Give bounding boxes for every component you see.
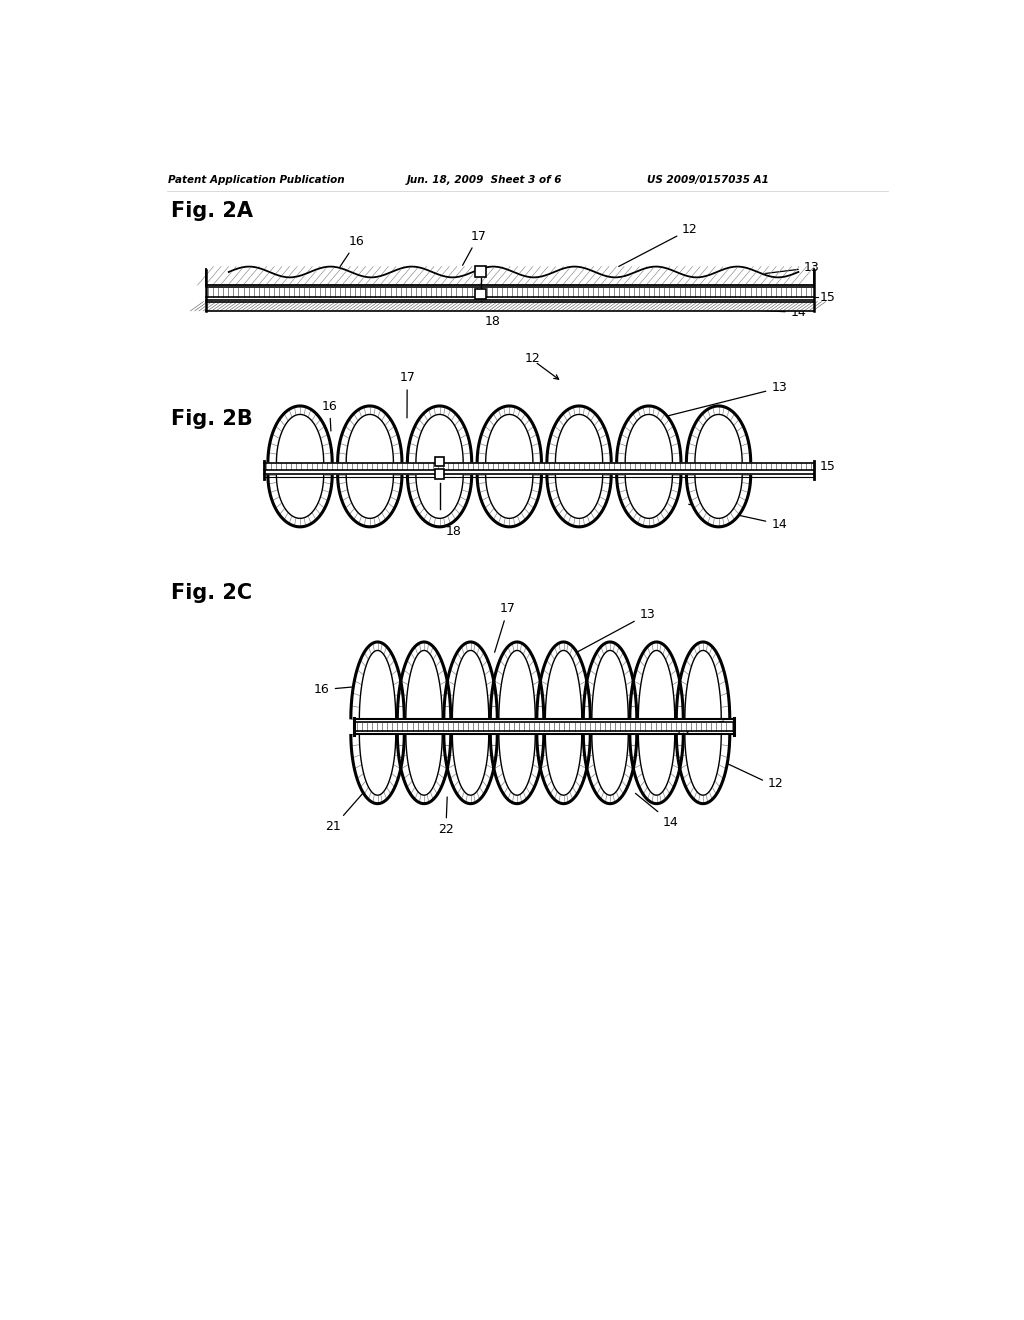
Polygon shape: [276, 475, 324, 519]
Polygon shape: [638, 651, 675, 719]
Polygon shape: [626, 414, 673, 462]
Text: 21: 21: [326, 793, 362, 833]
Polygon shape: [346, 475, 393, 519]
Polygon shape: [490, 642, 544, 719]
Polygon shape: [359, 734, 395, 795]
Polygon shape: [592, 651, 629, 719]
Text: 16: 16: [339, 235, 365, 268]
Polygon shape: [695, 414, 742, 462]
Polygon shape: [676, 734, 730, 804]
Polygon shape: [686, 407, 751, 462]
Polygon shape: [453, 734, 488, 795]
Polygon shape: [443, 642, 498, 719]
Bar: [206, 302, 814, 312]
Bar: [435, 457, 444, 466]
Polygon shape: [584, 734, 637, 804]
Text: Fig. 2B: Fig. 2B: [171, 409, 252, 429]
Text: 14: 14: [689, 504, 787, 531]
Polygon shape: [416, 414, 463, 462]
Text: Jun. 18, 2009  Sheet 3 of 6: Jun. 18, 2009 Sheet 3 of 6: [407, 176, 562, 185]
Polygon shape: [406, 734, 442, 795]
Polygon shape: [546, 651, 582, 719]
Polygon shape: [592, 734, 629, 795]
Polygon shape: [685, 734, 721, 795]
Polygon shape: [416, 475, 463, 519]
Polygon shape: [547, 407, 611, 462]
Polygon shape: [268, 407, 332, 462]
Polygon shape: [485, 414, 532, 462]
Polygon shape: [499, 651, 536, 719]
Polygon shape: [408, 475, 472, 527]
Polygon shape: [616, 407, 681, 462]
Polygon shape: [630, 642, 683, 719]
Polygon shape: [547, 475, 611, 527]
Polygon shape: [626, 475, 673, 519]
Text: Fig. 2A: Fig. 2A: [171, 201, 253, 220]
Polygon shape: [685, 651, 721, 719]
Text: 22: 22: [438, 797, 454, 837]
Polygon shape: [477, 475, 542, 527]
Text: 17: 17: [399, 371, 415, 418]
Bar: [354, 722, 734, 731]
Text: 17: 17: [495, 602, 516, 652]
Polygon shape: [351, 734, 404, 804]
Polygon shape: [477, 407, 542, 462]
Text: 13: 13: [566, 607, 655, 659]
Text: 18: 18: [482, 302, 501, 329]
Polygon shape: [346, 414, 393, 462]
Text: 14: 14: [636, 793, 679, 829]
Polygon shape: [555, 414, 603, 462]
Text: 14: 14: [712, 306, 806, 319]
Polygon shape: [638, 734, 675, 795]
Polygon shape: [499, 734, 536, 795]
Polygon shape: [408, 407, 472, 462]
Polygon shape: [443, 734, 498, 804]
Polygon shape: [268, 475, 332, 527]
Text: US 2009/0157035 A1: US 2009/0157035 A1: [647, 176, 769, 185]
Text: 15: 15: [819, 290, 836, 304]
Polygon shape: [584, 642, 637, 719]
Bar: [435, 470, 444, 479]
Polygon shape: [537, 734, 590, 804]
Text: Fig. 2C: Fig. 2C: [171, 583, 252, 603]
Polygon shape: [406, 651, 442, 719]
Bar: [475, 267, 486, 277]
Polygon shape: [359, 651, 395, 719]
Text: Patent Application Publication: Patent Application Publication: [168, 176, 345, 185]
Polygon shape: [695, 475, 742, 519]
Polygon shape: [351, 642, 404, 719]
Polygon shape: [686, 475, 751, 527]
Bar: [206, 288, 814, 297]
Text: 15: 15: [819, 459, 836, 473]
Polygon shape: [555, 475, 603, 519]
Polygon shape: [537, 642, 590, 719]
Polygon shape: [397, 734, 451, 804]
Text: 16: 16: [322, 400, 338, 432]
Text: 15: 15: [675, 721, 724, 737]
Text: 13: 13: [759, 261, 819, 275]
Text: 12: 12: [524, 352, 541, 366]
Polygon shape: [490, 734, 544, 804]
Polygon shape: [546, 734, 582, 795]
Polygon shape: [485, 475, 532, 519]
Bar: [263, 462, 814, 470]
Text: 12: 12: [618, 223, 698, 267]
Polygon shape: [397, 642, 451, 719]
Polygon shape: [676, 642, 730, 719]
Text: 13: 13: [651, 381, 787, 420]
Text: 12: 12: [767, 777, 783, 791]
Polygon shape: [338, 407, 402, 462]
Text: 16: 16: [314, 684, 356, 696]
Polygon shape: [453, 651, 488, 719]
Text: 18: 18: [441, 511, 462, 539]
Bar: [475, 289, 486, 300]
Polygon shape: [616, 475, 681, 527]
Polygon shape: [630, 734, 683, 804]
Polygon shape: [338, 475, 402, 527]
Polygon shape: [276, 414, 324, 462]
Text: 17: 17: [463, 230, 486, 265]
